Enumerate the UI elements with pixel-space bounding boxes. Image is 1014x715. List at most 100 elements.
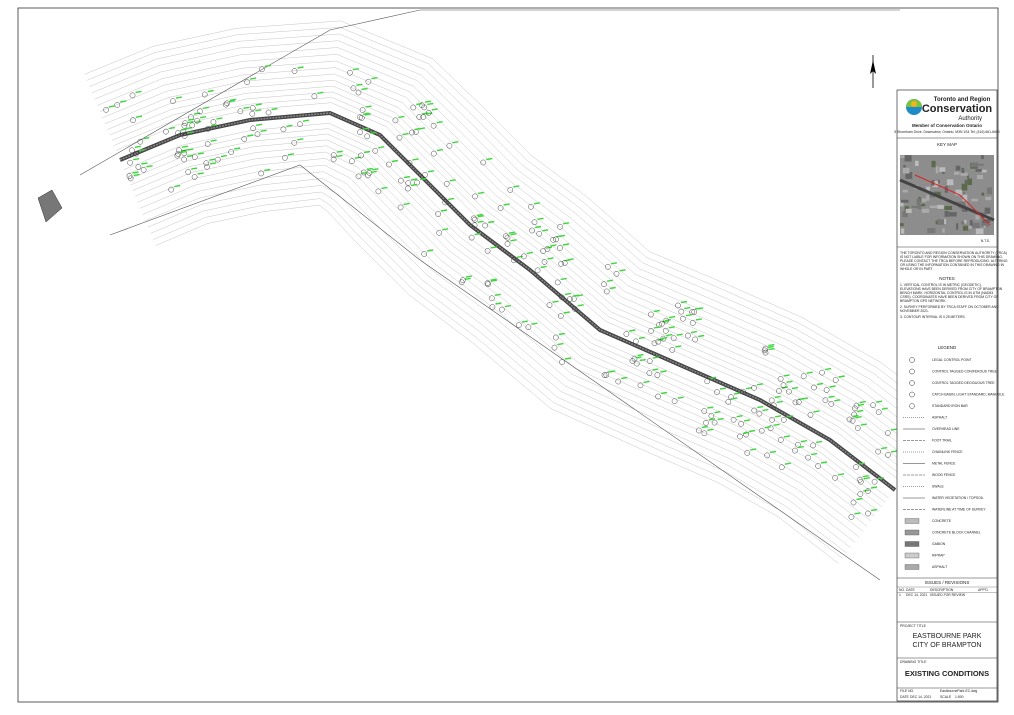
tree	[174, 152, 181, 159]
key-map-block	[901, 228, 905, 234]
tree	[406, 160, 413, 166]
tree-tag	[361, 171, 368, 175]
key-map-block	[915, 160, 919, 167]
tree	[529, 227, 535, 234]
tree	[137, 138, 144, 145]
contour-line	[107, 80, 916, 464]
tree-tag	[710, 376, 717, 379]
tree	[241, 136, 248, 142]
contour-line	[128, 133, 883, 508]
tree-tag	[610, 262, 618, 265]
tree	[832, 474, 838, 481]
tree	[498, 306, 505, 313]
tree-tag	[639, 358, 646, 362]
tree-tag	[653, 309, 660, 313]
tree	[358, 115, 365, 121]
tree	[181, 132, 188, 139]
tree-tag	[286, 124, 293, 127]
tree-tag	[229, 98, 237, 101]
key-map-block	[962, 191, 966, 195]
tree	[828, 400, 835, 407]
tree	[358, 152, 364, 159]
tree	[205, 125, 211, 132]
tree-tag	[508, 231, 515, 234]
tree	[488, 295, 495, 302]
tree-tag	[564, 292, 572, 296]
tree	[397, 204, 404, 211]
tree	[559, 294, 565, 301]
tree	[633, 360, 640, 367]
tree	[819, 369, 825, 376]
key-map-block	[981, 155, 984, 160]
tree	[265, 109, 272, 116]
tree-tag	[264, 64, 272, 67]
legend-symbol	[904, 552, 920, 559]
tree	[176, 147, 182, 154]
scale-value: 1:500	[955, 695, 964, 699]
tree	[807, 412, 814, 418]
legend-symbol	[904, 541, 920, 547]
tree	[632, 338, 639, 345]
tree-tag	[776, 400, 783, 404]
key-map-block	[969, 219, 973, 227]
tree	[170, 98, 176, 104]
legend-label: OVERHEAD LINE	[932, 427, 960, 431]
tree-tag	[490, 278, 497, 281]
tree	[364, 133, 371, 140]
key-map-block	[921, 208, 930, 213]
contour-line	[104, 73, 920, 460]
member-text: Member of Conservation Ontario	[912, 123, 982, 128]
tree	[436, 229, 443, 236]
key-map-block	[905, 172, 913, 179]
tree	[767, 425, 774, 432]
tree-tag	[260, 129, 267, 132]
tree-tag	[666, 333, 673, 337]
tree	[163, 128, 169, 135]
tree	[557, 313, 564, 319]
org-name: Toronto and Region	[934, 97, 991, 103]
tree-tag	[476, 213, 483, 217]
key-map-title: KEY MAP	[937, 142, 957, 147]
tree	[350, 85, 357, 92]
tree	[708, 412, 715, 419]
tree-tag	[857, 409, 864, 413]
tree	[357, 129, 363, 136]
tree	[357, 114, 363, 121]
tree-tag	[195, 120, 202, 124]
tree-tag	[141, 162, 148, 165]
tree	[680, 315, 686, 322]
tree	[744, 450, 751, 456]
tree-tag	[216, 117, 223, 120]
tree	[546, 302, 553, 309]
tree-tag	[756, 383, 764, 386]
tree	[355, 89, 362, 96]
tree-tag	[474, 232, 481, 236]
key-map-block	[920, 203, 926, 207]
tree-tag	[572, 294, 580, 297]
key-map-block	[934, 191, 937, 194]
culvert-structure	[37, 189, 63, 223]
tree-tag	[563, 311, 570, 314]
tree	[244, 79, 250, 85]
tree-tag	[187, 131, 194, 134]
tree-tag	[181, 145, 189, 148]
tree-tag	[657, 338, 664, 341]
revision-cell: ISSUED FOR REVIEW	[930, 593, 966, 597]
tree	[258, 170, 265, 177]
key-map-block	[902, 211, 908, 218]
tree-tag	[701, 425, 708, 429]
scale-label: SCALE	[940, 695, 952, 699]
tree	[375, 188, 382, 195]
tree	[571, 305, 578, 312]
tree-tag	[750, 448, 757, 451]
tree-tag	[410, 183, 418, 187]
disclaimer: THE TORONTO AND REGION CONSERVATION AUTH…	[900, 251, 1008, 271]
tree	[203, 160, 210, 167]
contour-line	[132, 145, 876, 517]
key-map-block	[956, 223, 959, 230]
key-map-block	[900, 155, 905, 158]
key-map-block	[911, 205, 919, 209]
legend-symbol	[909, 380, 915, 386]
tree-tag	[271, 107, 278, 111]
